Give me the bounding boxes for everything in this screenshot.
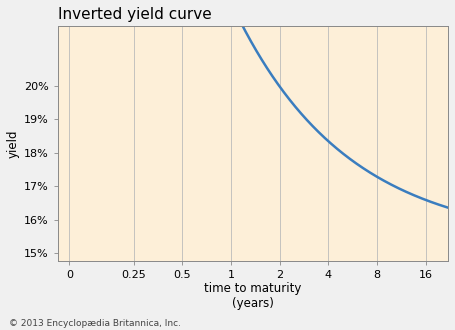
X-axis label: time to maturity
(years): time to maturity (years) xyxy=(204,282,302,310)
Text: Inverted yield curve: Inverted yield curve xyxy=(58,7,212,22)
Y-axis label: yield: yield xyxy=(7,129,20,158)
Text: © 2013 Encyclopædia Britannica, Inc.: © 2013 Encyclopædia Britannica, Inc. xyxy=(9,319,181,328)
